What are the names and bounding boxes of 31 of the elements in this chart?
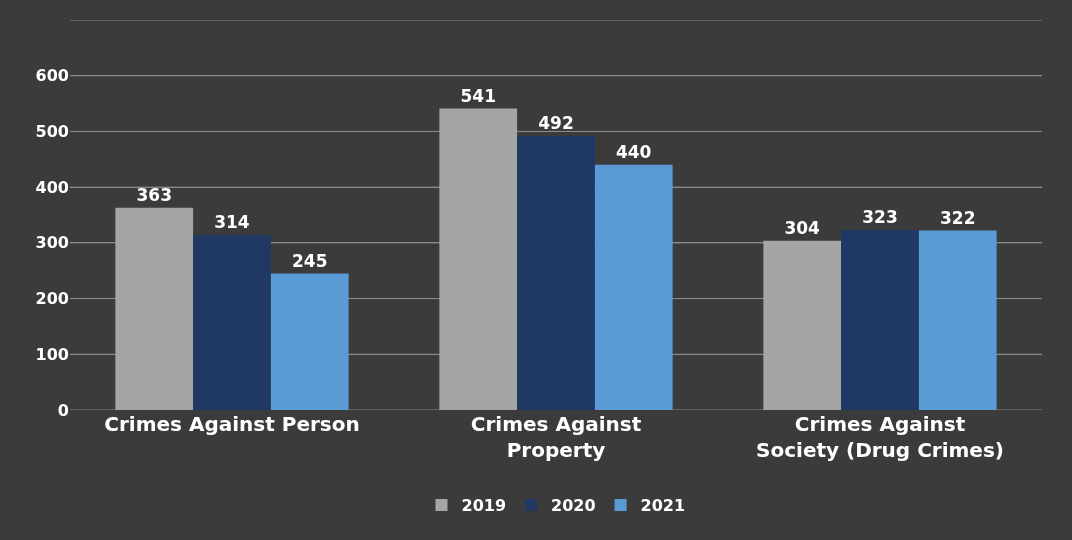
bar: [841, 230, 919, 410]
data-label: 304: [784, 217, 821, 238]
data-label: 322: [940, 207, 976, 228]
x-tick-label: Crimes Against Person: [104, 412, 360, 436]
y-tick-label: 200: [35, 289, 69, 309]
bar: [517, 135, 595, 410]
bar: [594, 164, 673, 410]
data-label: 541: [460, 85, 496, 106]
bar: [115, 207, 194, 410]
data-label: 245: [292, 250, 328, 271]
legend-label: 2019: [461, 496, 507, 516]
legend-label: 2020: [551, 496, 596, 516]
data-label: 363: [136, 184, 172, 205]
bar: [918, 230, 997, 410]
data-label: 314: [214, 212, 250, 233]
y-tick-label: 300: [35, 233, 69, 253]
x-tick-label: Crimes Against Property: [470, 412, 642, 462]
y-tick-label: 400: [35, 177, 69, 197]
bar: [763, 240, 842, 410]
bar: [270, 273, 349, 410]
data-label: 440: [615, 141, 652, 162]
data-label: 323: [862, 207, 898, 228]
legend-label: 2021: [640, 496, 686, 516]
data-label: 492: [538, 112, 574, 133]
y-tick-label: 500: [35, 122, 69, 142]
x-tick-label: Crimes Against Society (Drug Crimes): [756, 412, 1004, 462]
y-tick-label: 0: [57, 400, 69, 420]
y-tick-label: 100: [35, 344, 69, 364]
y-tick-label: 600: [35, 66, 69, 86]
bar: [439, 108, 518, 410]
bar: [193, 235, 271, 410]
